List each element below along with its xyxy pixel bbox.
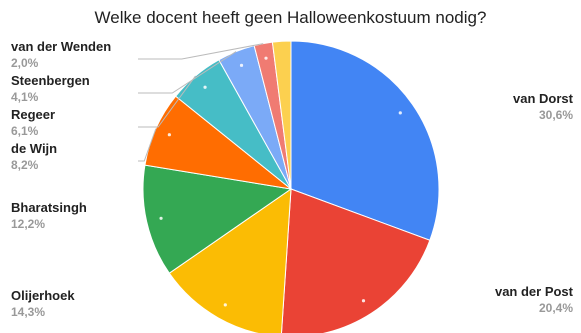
pie-slice — [142, 164, 293, 274]
slice-percentage: 14,3% — [11, 305, 45, 319]
leader-line — [138, 75, 196, 128]
slice-anchor-dot — [203, 85, 207, 89]
slice-percentage: 8,2% — [11, 158, 39, 172]
slice-percentage: 2,0% — [11, 56, 39, 70]
leader-line — [138, 51, 237, 94]
slice-label: van der Wenden — [11, 39, 111, 54]
slice-percentage: 30,6% — [539, 108, 573, 122]
slice-anchor-dot — [223, 303, 227, 307]
slice-anchor-dot — [167, 133, 171, 137]
slice-percentage: 12,2% — [11, 217, 45, 231]
pie-slices — [142, 40, 440, 333]
slice-label: van der Post — [495, 284, 574, 299]
slice-anchor-dot — [159, 216, 163, 220]
slice-anchor-dot — [264, 56, 268, 60]
slice-anchor-dot — [398, 111, 402, 115]
slice-labels: van Dorst 30,6% van der Post 20,4% Olijerhoe… — [11, 39, 574, 319]
pie-slice — [280, 188, 431, 333]
leader-lines — [138, 43, 264, 162]
slice-percentage: 4,1% — [11, 90, 39, 104]
pie-slice — [271, 40, 292, 190]
slice-anchor-dot — [239, 63, 244, 67]
leader-line — [138, 128, 157, 162]
chart-title: Welke docent heeft geen Halloweenkostuum… — [95, 8, 487, 27]
pie-slice — [168, 187, 292, 333]
slice-percentage: 20,4% — [539, 301, 573, 315]
slice-anchor-dot — [361, 299, 366, 303]
slice-label: Steenbergen — [11, 73, 90, 88]
slice-label: Olijerhoek — [11, 288, 75, 303]
slice-label: Regeer — [11, 107, 55, 122]
leader-line — [138, 43, 264, 60]
slice-label: van Dorst — [513, 91, 574, 106]
slice-percentage: 6,1% — [11, 124, 39, 138]
slice-label: Bharatsingh — [11, 200, 87, 215]
pie-slice — [290, 40, 440, 241]
slice-label: de Wijn — [11, 141, 57, 156]
